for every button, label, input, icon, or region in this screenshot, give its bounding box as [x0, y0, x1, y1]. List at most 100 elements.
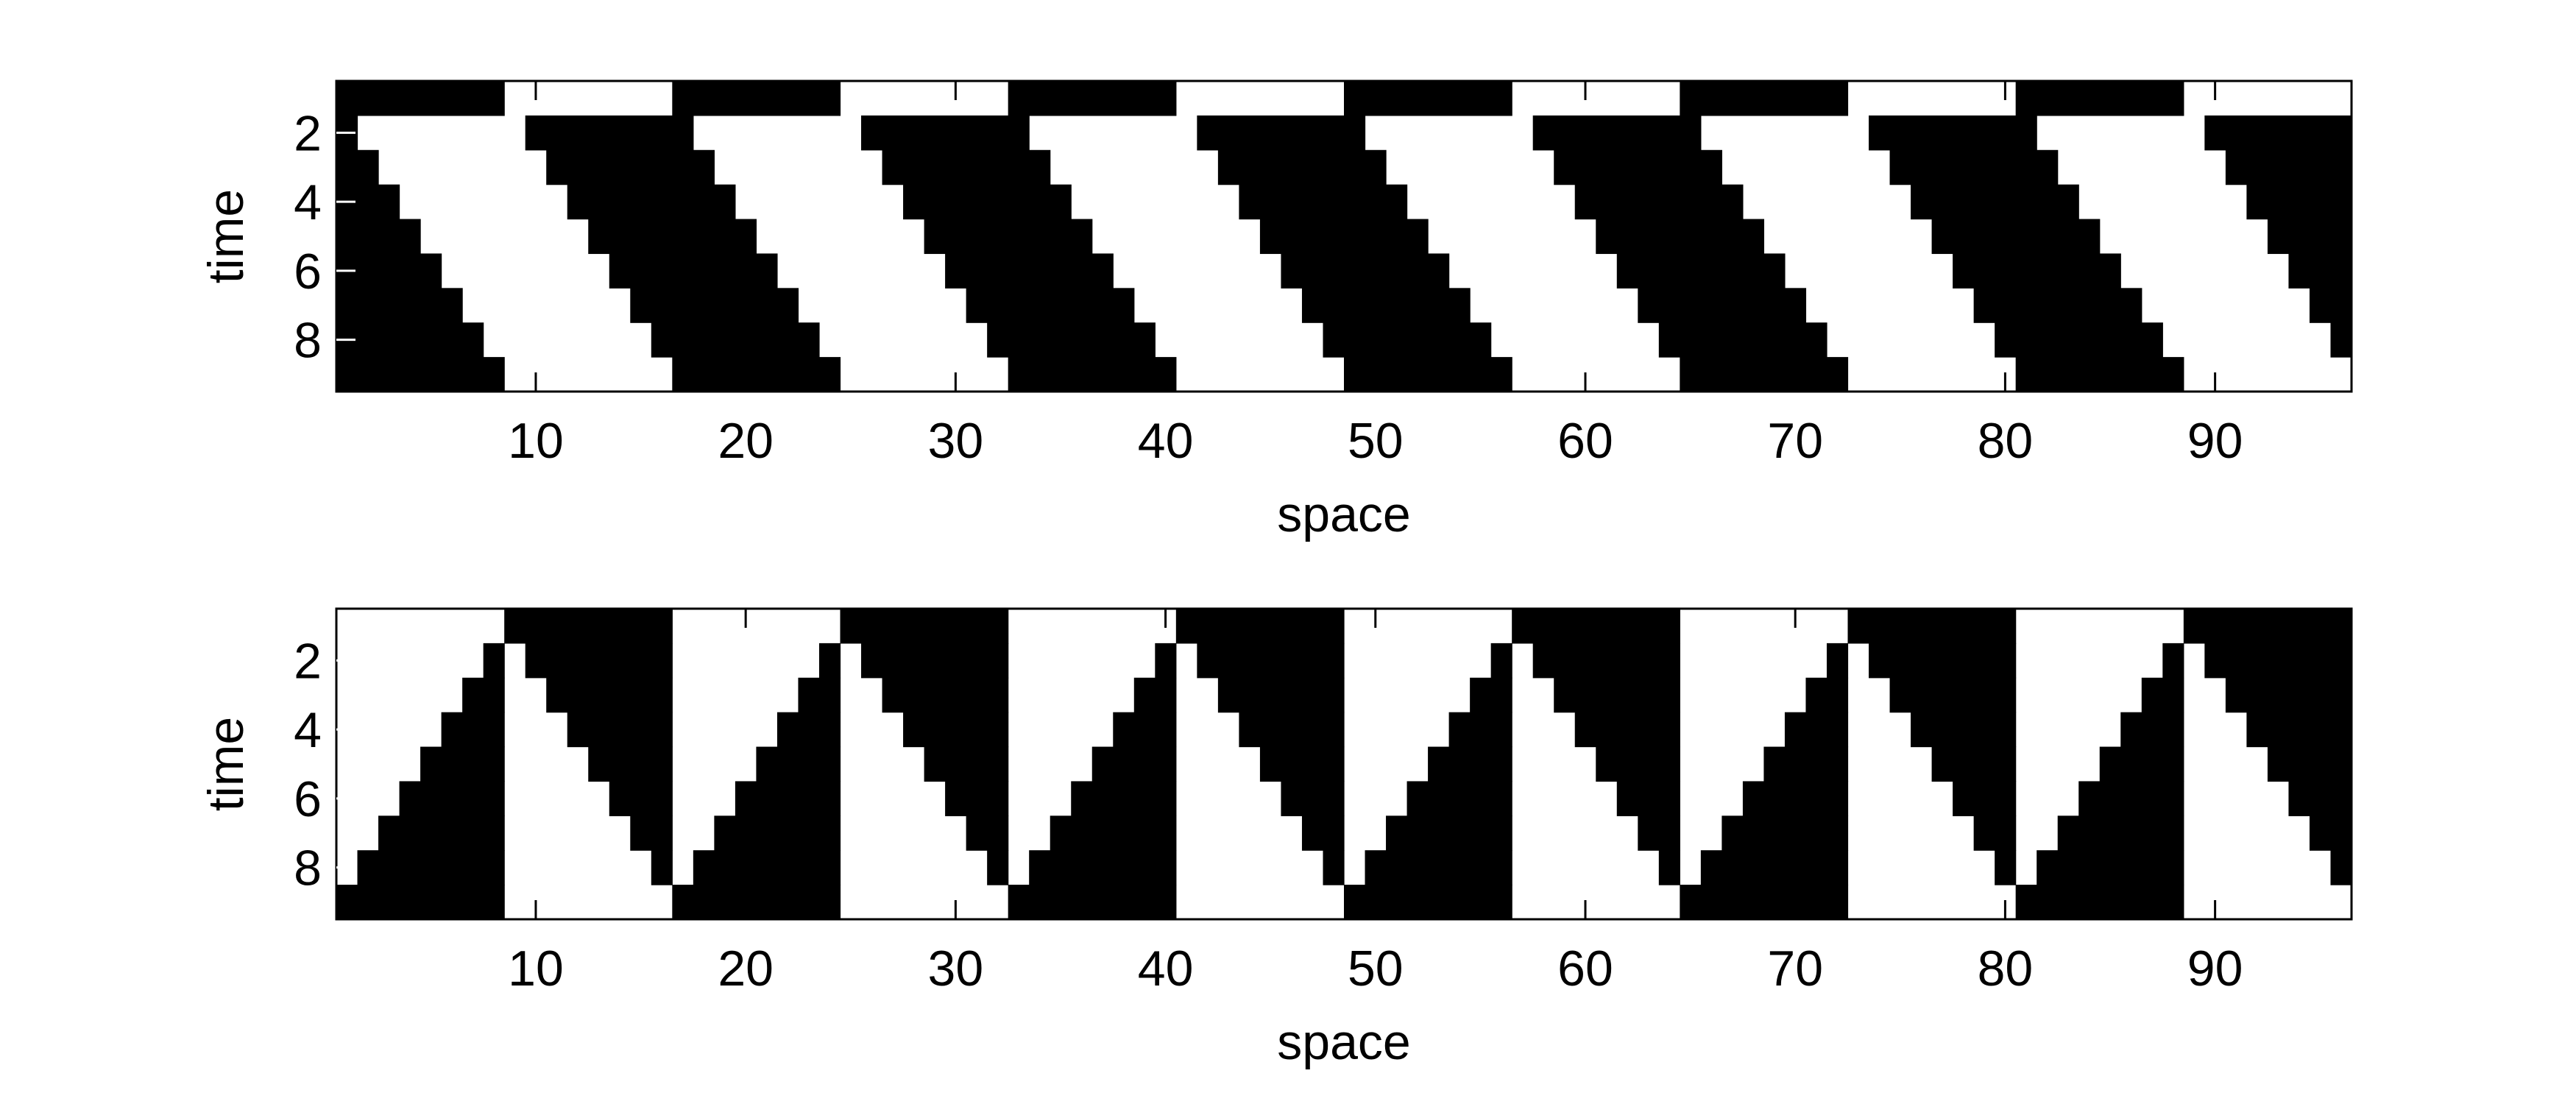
heatmap-cell-run-bottom-t5-x61 [1596, 746, 1680, 782]
heatmap-cell-run-top-t8-x64 [1658, 322, 1827, 358]
heatmap-cell-run-bottom-t9-x81 [2015, 885, 2184, 920]
heatmap-cells-top [336, 81, 2352, 392]
heatmap-cell-run-top-t7-x31 [966, 288, 1135, 323]
heatmap-cell-run-top-t4-x44 [1239, 184, 1408, 220]
y-axis-label-top: time [198, 189, 254, 283]
heatmap-cell-run-bottom-t6-x52 [1406, 781, 1512, 816]
heatmap-cell-run-top-t3-x27 [882, 149, 1051, 185]
heatmap-cell-run-top-t5-x1 [336, 219, 421, 255]
heatmap-cell-run-top-t1-x81 [2015, 81, 2184, 116]
heatmap-cell-run-top-t9-x33 [1008, 357, 1177, 392]
heatmap-cell-run-bottom-t9-x17 [672, 885, 841, 920]
heatmap-cell-run-top-t6-x62 [1616, 253, 1786, 289]
heatmap-cell-run-top-t3-x43 [1217, 149, 1387, 185]
heatmap-cell-run-top-t2-x10 [525, 115, 694, 151]
heatmap-cell-run-bottom-t6-x46 [1281, 781, 1345, 816]
heatmap-cell-run-bottom-t8-x16 [651, 850, 673, 885]
heatmap-cell-run-top-t2-x58 [1532, 115, 1702, 151]
x-tick-label-top-40: 40 [1138, 413, 1194, 469]
heatmap-cell-run-bottom-t3-x27 [882, 677, 1009, 713]
heatmap-cell-run-bottom-t7-x95 [2309, 815, 2352, 851]
x-tick-label-top-60: 60 [1557, 413, 1613, 469]
heatmap-cell-run-bottom-t6-x62 [1616, 781, 1680, 816]
heatmap-cell-run-bottom-t3-x11 [546, 677, 673, 713]
heatmap-cell-run-bottom-t2-x24 [818, 643, 841, 679]
heatmap-cell-run-top-t3-x11 [546, 149, 715, 185]
heatmap-cell-run-bottom-t6-x36 [1071, 781, 1177, 816]
heatmap-cell-run-bottom-t9-x1 [336, 885, 505, 920]
heatmap-cell-run-bottom-t1-x89 [2183, 609, 2352, 644]
heatmap-cell-run-bottom-t5-x13 [588, 746, 673, 782]
panel-bottom: 10 20 30 40 50 60 70 80 90 2 4 6 8 space time [198, 607, 2353, 1070]
heatmap-cell-run-bottom-t4-x54 [1448, 712, 1512, 748]
heatmap-cell-run-bottom-t6-x14 [609, 781, 673, 816]
heatmap-cell-run-bottom-t3-x59 [1554, 677, 1680, 713]
heatmap-cell-run-bottom-t7-x19 [714, 815, 841, 851]
heatmap-cell-run-bottom-t8-x66 [1700, 850, 1849, 885]
heatmap-cell-run-bottom-t4-x70 [1784, 712, 1849, 748]
heatmap-cell-run-bottom-t6-x4 [399, 781, 505, 816]
heatmap-cell-run-top-t8-x80 [1995, 322, 2163, 358]
x-tick-label-bottom-30: 30 [928, 941, 984, 997]
x-axis-label-top: space [1277, 486, 1410, 542]
heatmap-cell-run-bottom-t1-x57 [1512, 609, 1680, 644]
y-tick-label-bottom-6: 6 [294, 771, 322, 827]
heatmap-cell-run-bottom-t5-x85 [2099, 746, 2184, 782]
y-tick-label-top-6: 6 [294, 244, 322, 300]
heatmap-cell-run-top-t9-x49 [1344, 357, 1512, 392]
heatmap-cell-run-top-t4-x76 [1911, 184, 2079, 220]
x-tick-label-bottom-60: 60 [1557, 941, 1613, 997]
heatmap-cell-run-top-t4-x60 [1574, 184, 1744, 220]
heatmap-cell-run-top-t3-x1 [336, 149, 379, 185]
x-tick-label-top-80: 80 [1978, 413, 2034, 469]
heatmap-cell-run-bottom-t4-x12 [567, 712, 673, 748]
heatmap-cell-run-bottom-t2-x74 [1869, 643, 2017, 679]
heatmap-cell-run-bottom-t9-x65 [1680, 885, 1849, 920]
heatmap-cell-run-bottom-t8-x18 [693, 850, 841, 885]
heatmap-cell-run-bottom-t7-x47 [1301, 815, 1345, 851]
heatmap-cell-run-bottom-t6-x84 [2078, 781, 2184, 816]
heatmap-cell-run-top-t9-x17 [672, 357, 841, 392]
heatmap-cell-run-top-t9-x1 [336, 357, 505, 392]
heatmap-cell-run-top-t7-x95 [2309, 288, 2352, 323]
heatmap-cell-run-bottom-t3-x43 [1217, 677, 1345, 713]
heatmap-cell-run-top-t6-x46 [1281, 253, 1450, 289]
heatmap-cell-run-top-t7-x47 [1301, 288, 1471, 323]
heatmap-cell-run-bottom-t6-x68 [1742, 781, 1849, 816]
x-tick-label-bottom-80: 80 [1978, 941, 2034, 997]
heatmap-cell-run-bottom-t5-x93 [2267, 746, 2352, 782]
x-tick-label-bottom-20: 20 [718, 941, 774, 997]
heatmap-cell-run-bottom-t2-x90 [2204, 643, 2352, 679]
heatmap-cell-run-bottom-t9-x49 [1344, 885, 1512, 920]
x-tick-label-top-90: 90 [2187, 413, 2243, 469]
heatmap-cell-run-bottom-t3-x75 [1889, 677, 2017, 713]
heatmap-cell-run-top-t6-x78 [1953, 253, 2121, 289]
heatmap-cell-run-bottom-t2-x10 [525, 643, 673, 679]
heatmap-cell-run-top-t1-x65 [1680, 81, 1849, 116]
heatmap-cell-run-bottom-t2-x72 [1826, 643, 1849, 679]
heatmap-cell-run-bottom-t7-x3 [378, 815, 505, 851]
heatmap-cell-run-top-t3-x91 [2225, 149, 2352, 185]
heatmap-cell-run-bottom-t8-x34 [1029, 850, 1177, 885]
heatmap-cell-run-top-t3-x59 [1554, 149, 1722, 185]
heatmap-cell-run-bottom-t8-x2 [357, 850, 505, 885]
heatmap-cell-run-top-t2-x26 [861, 115, 1030, 151]
heatmap-cell-run-top-t2-x42 [1197, 115, 1366, 151]
heatmap-cell-run-bottom-t4-x6 [441, 712, 505, 748]
heatmap-cell-run-bottom-t7-x63 [1638, 815, 1680, 851]
heatmap-cell-run-bottom-t5-x21 [756, 746, 841, 782]
y-axis-label-bottom: time [198, 717, 254, 811]
heatmap-cell-run-top-t2-x90 [2204, 115, 2352, 151]
heatmap-cell-run-bottom-t2-x26 [861, 643, 1009, 679]
y-tick-label-bottom-4: 4 [294, 702, 322, 758]
x-tick-label-bottom-40: 40 [1138, 941, 1194, 997]
heatmap-cell-run-bottom-t2-x88 [2162, 643, 2184, 679]
heatmap-cell-run-top-t8-x1 [336, 322, 484, 358]
x-tick-label-bottom-10: 10 [508, 941, 564, 997]
heatmap-cell-run-top-t4-x28 [903, 184, 1072, 220]
heatmap-cell-run-top-t1-x17 [672, 81, 841, 116]
heatmap-cell-run-bottom-t5-x45 [1259, 746, 1345, 782]
heatmap-cell-run-bottom-t3-x71 [1805, 677, 1849, 713]
heatmap-cell-run-top-t5-x45 [1259, 219, 1429, 255]
ticks-top: 10 20 30 40 50 60 70 80 90 2 4 6 8 [294, 81, 2352, 469]
